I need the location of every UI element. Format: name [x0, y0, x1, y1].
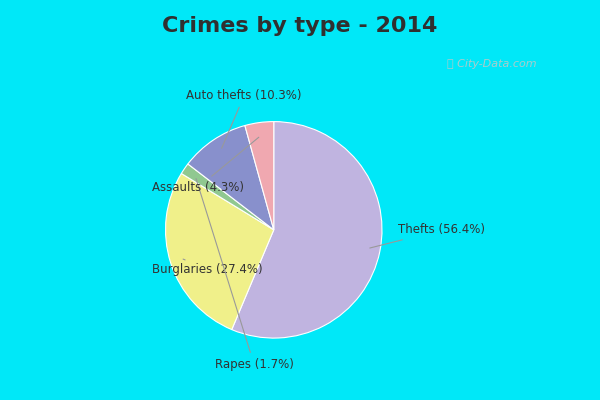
Wedge shape	[232, 122, 382, 338]
Text: Rapes (1.7%): Rapes (1.7%)	[196, 179, 293, 371]
Text: Assaults (4.3%): Assaults (4.3%)	[152, 137, 259, 194]
Wedge shape	[188, 126, 274, 230]
Wedge shape	[166, 174, 274, 330]
Text: Crimes by type - 2014: Crimes by type - 2014	[163, 16, 437, 36]
Text: ⓘ City-Data.com: ⓘ City-Data.com	[447, 59, 537, 69]
Wedge shape	[181, 164, 274, 230]
Text: Burglaries (27.4%): Burglaries (27.4%)	[152, 259, 263, 276]
Wedge shape	[245, 122, 274, 230]
Text: Auto thefts (10.3%): Auto thefts (10.3%)	[187, 89, 302, 148]
Text: Thefts (56.4%): Thefts (56.4%)	[370, 223, 485, 248]
